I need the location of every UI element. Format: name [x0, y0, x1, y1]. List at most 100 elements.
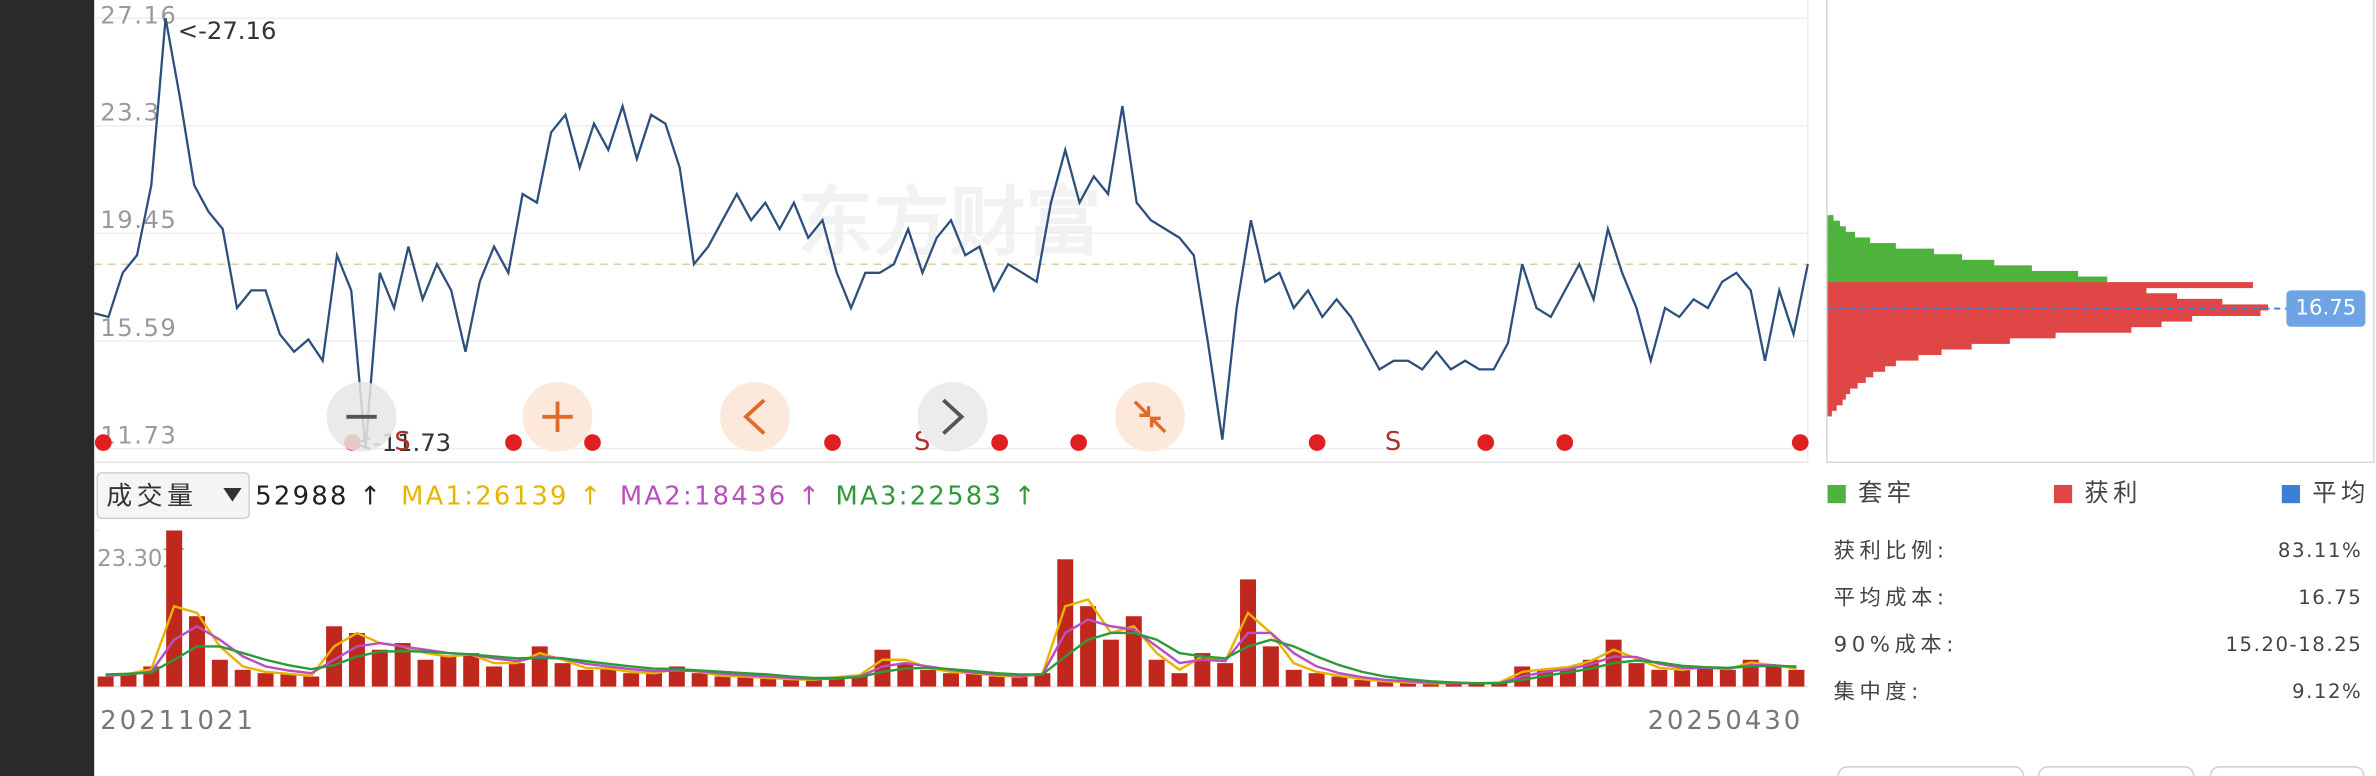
- y-tick-label: 23.3: [100, 98, 160, 127]
- bottom-button[interactable]: [2037, 766, 2195, 776]
- zoom-in-icon: [542, 401, 573, 432]
- volume-bar: [1354, 679, 1371, 687]
- chip-bar: [1827, 270, 2079, 277]
- chip-bar: [1827, 410, 1832, 417]
- ma-line: [105, 631, 1797, 685]
- y-tick-label: 19.45: [100, 205, 177, 234]
- chip-bar: [1827, 371, 1874, 378]
- chip-bar: [1827, 220, 1840, 227]
- bottom-button[interactable]: [1837, 766, 2025, 776]
- stat-value: 16.75: [2298, 586, 2362, 609]
- next-icon: [942, 398, 965, 435]
- chip-bar: [1827, 226, 1846, 233]
- chip-bar: [1827, 276, 2108, 283]
- chip-bar: [1827, 360, 1896, 367]
- legend-swatch: [2053, 485, 2073, 504]
- stat-value: 15.20-18.25: [2225, 633, 2362, 656]
- side-bar: [0, 0, 95, 776]
- signal-dot: [1070, 434, 1087, 451]
- volume-bar: [1765, 666, 1782, 687]
- shrink-icon: [1133, 400, 1167, 434]
- signal-dot: [584, 434, 601, 451]
- volume-bar: [1171, 673, 1188, 687]
- volume-bar: [1331, 676, 1348, 687]
- volume-bar: [760, 678, 777, 687]
- legend-swatch: [1827, 485, 1846, 504]
- volume-bar: [783, 679, 800, 687]
- volume-bar: [1285, 669, 1302, 687]
- volume-bar: [1788, 669, 1805, 687]
- volume-bar: [1468, 683, 1485, 687]
- volume-bar: [1102, 639, 1119, 687]
- volume-bar: [691, 673, 708, 687]
- chip-bar: [1827, 282, 2253, 289]
- volume-bar: [1445, 683, 1462, 687]
- chip-bar: [1827, 248, 1935, 255]
- volume-bar: [1674, 669, 1691, 687]
- average-label-box: [2286, 290, 2366, 327]
- max-annotation: <-27.16: [178, 16, 277, 45]
- chip-bar: [1827, 388, 1851, 395]
- volume-bar: [189, 616, 206, 687]
- prev-button[interactable]: [720, 381, 790, 452]
- y-tick-label: 15.59: [100, 313, 177, 342]
- chart-layer: 东方财富11.7315.5919.4523.327.16<-27.16<-11.…: [93, 1, 2370, 736]
- price-line: [93, 17, 1809, 449]
- indicator-dropdown[interactable]: [96, 472, 250, 520]
- x-tick-label: 20211021: [100, 706, 256, 736]
- volume-bar: [1308, 673, 1325, 687]
- chip-bar: [1827, 243, 1896, 250]
- stat-label: 集中度:: [1834, 680, 1923, 705]
- volume-bar: [714, 676, 731, 687]
- volume-bar: [440, 656, 457, 687]
- bottom-button[interactable]: [2209, 766, 2365, 776]
- volume-bar: [988, 676, 1005, 687]
- volume-bar: [120, 673, 137, 687]
- signal-label: S: [394, 427, 410, 457]
- chip-bar: [1827, 259, 1995, 266]
- chip-bar: [1827, 215, 1834, 222]
- signal-dot: [94, 434, 112, 451]
- volume-bar: [394, 643, 411, 687]
- legend-label: 获利: [2084, 478, 2142, 507]
- volume-bar: [805, 679, 822, 687]
- volume-bar: [417, 659, 434, 687]
- signal-dot: [824, 434, 841, 451]
- stat-label: 90%成本:: [1834, 633, 1958, 658]
- chip-bar: [1827, 393, 1846, 400]
- chip-bar: [1827, 321, 2162, 328]
- chip-bar: [1827, 349, 1942, 356]
- stat-value: 9.12%: [2292, 680, 2362, 703]
- indicator-value: 52988 ↑: [255, 482, 383, 512]
- chip-bar: [1827, 237, 1871, 244]
- chip-bar: [1827, 293, 2178, 300]
- signal-dot: [1308, 434, 1326, 451]
- chip-panel-border: [1826, 0, 2375, 464]
- y-tick-label: 11.73: [100, 421, 177, 450]
- volume-bar: [1491, 682, 1508, 687]
- legend-label: MA2:18436 ↑: [620, 482, 822, 512]
- chip-bar: [1827, 298, 2223, 305]
- chip-bar: [1827, 287, 2147, 294]
- volume-bar: [1148, 659, 1165, 687]
- volume-bar: [508, 663, 525, 687]
- volume-bar: [965, 673, 982, 687]
- chip-bar: [1827, 326, 2132, 333]
- signal-dot: [505, 434, 522, 451]
- average-label: 16.75: [2295, 296, 2356, 321]
- volume-bar: [1011, 676, 1028, 687]
- volume-bar: [1628, 663, 1645, 687]
- legend-label: 平均: [2312, 478, 2370, 507]
- volume-bar: [1377, 681, 1394, 687]
- y-tick-label: 27.16: [100, 1, 177, 30]
- legend-label: MA3:22583 ↑: [836, 482, 1038, 512]
- signal-dot: [991, 434, 1008, 451]
- volume-bar: [943, 673, 960, 687]
- chip-bar: [1827, 315, 2193, 322]
- next-button[interactable]: [917, 381, 988, 452]
- chip-bar: [1827, 404, 1837, 411]
- volume-bar: [623, 673, 640, 687]
- volume-bar: [554, 663, 571, 687]
- legend-label: 套牢: [1858, 478, 1916, 507]
